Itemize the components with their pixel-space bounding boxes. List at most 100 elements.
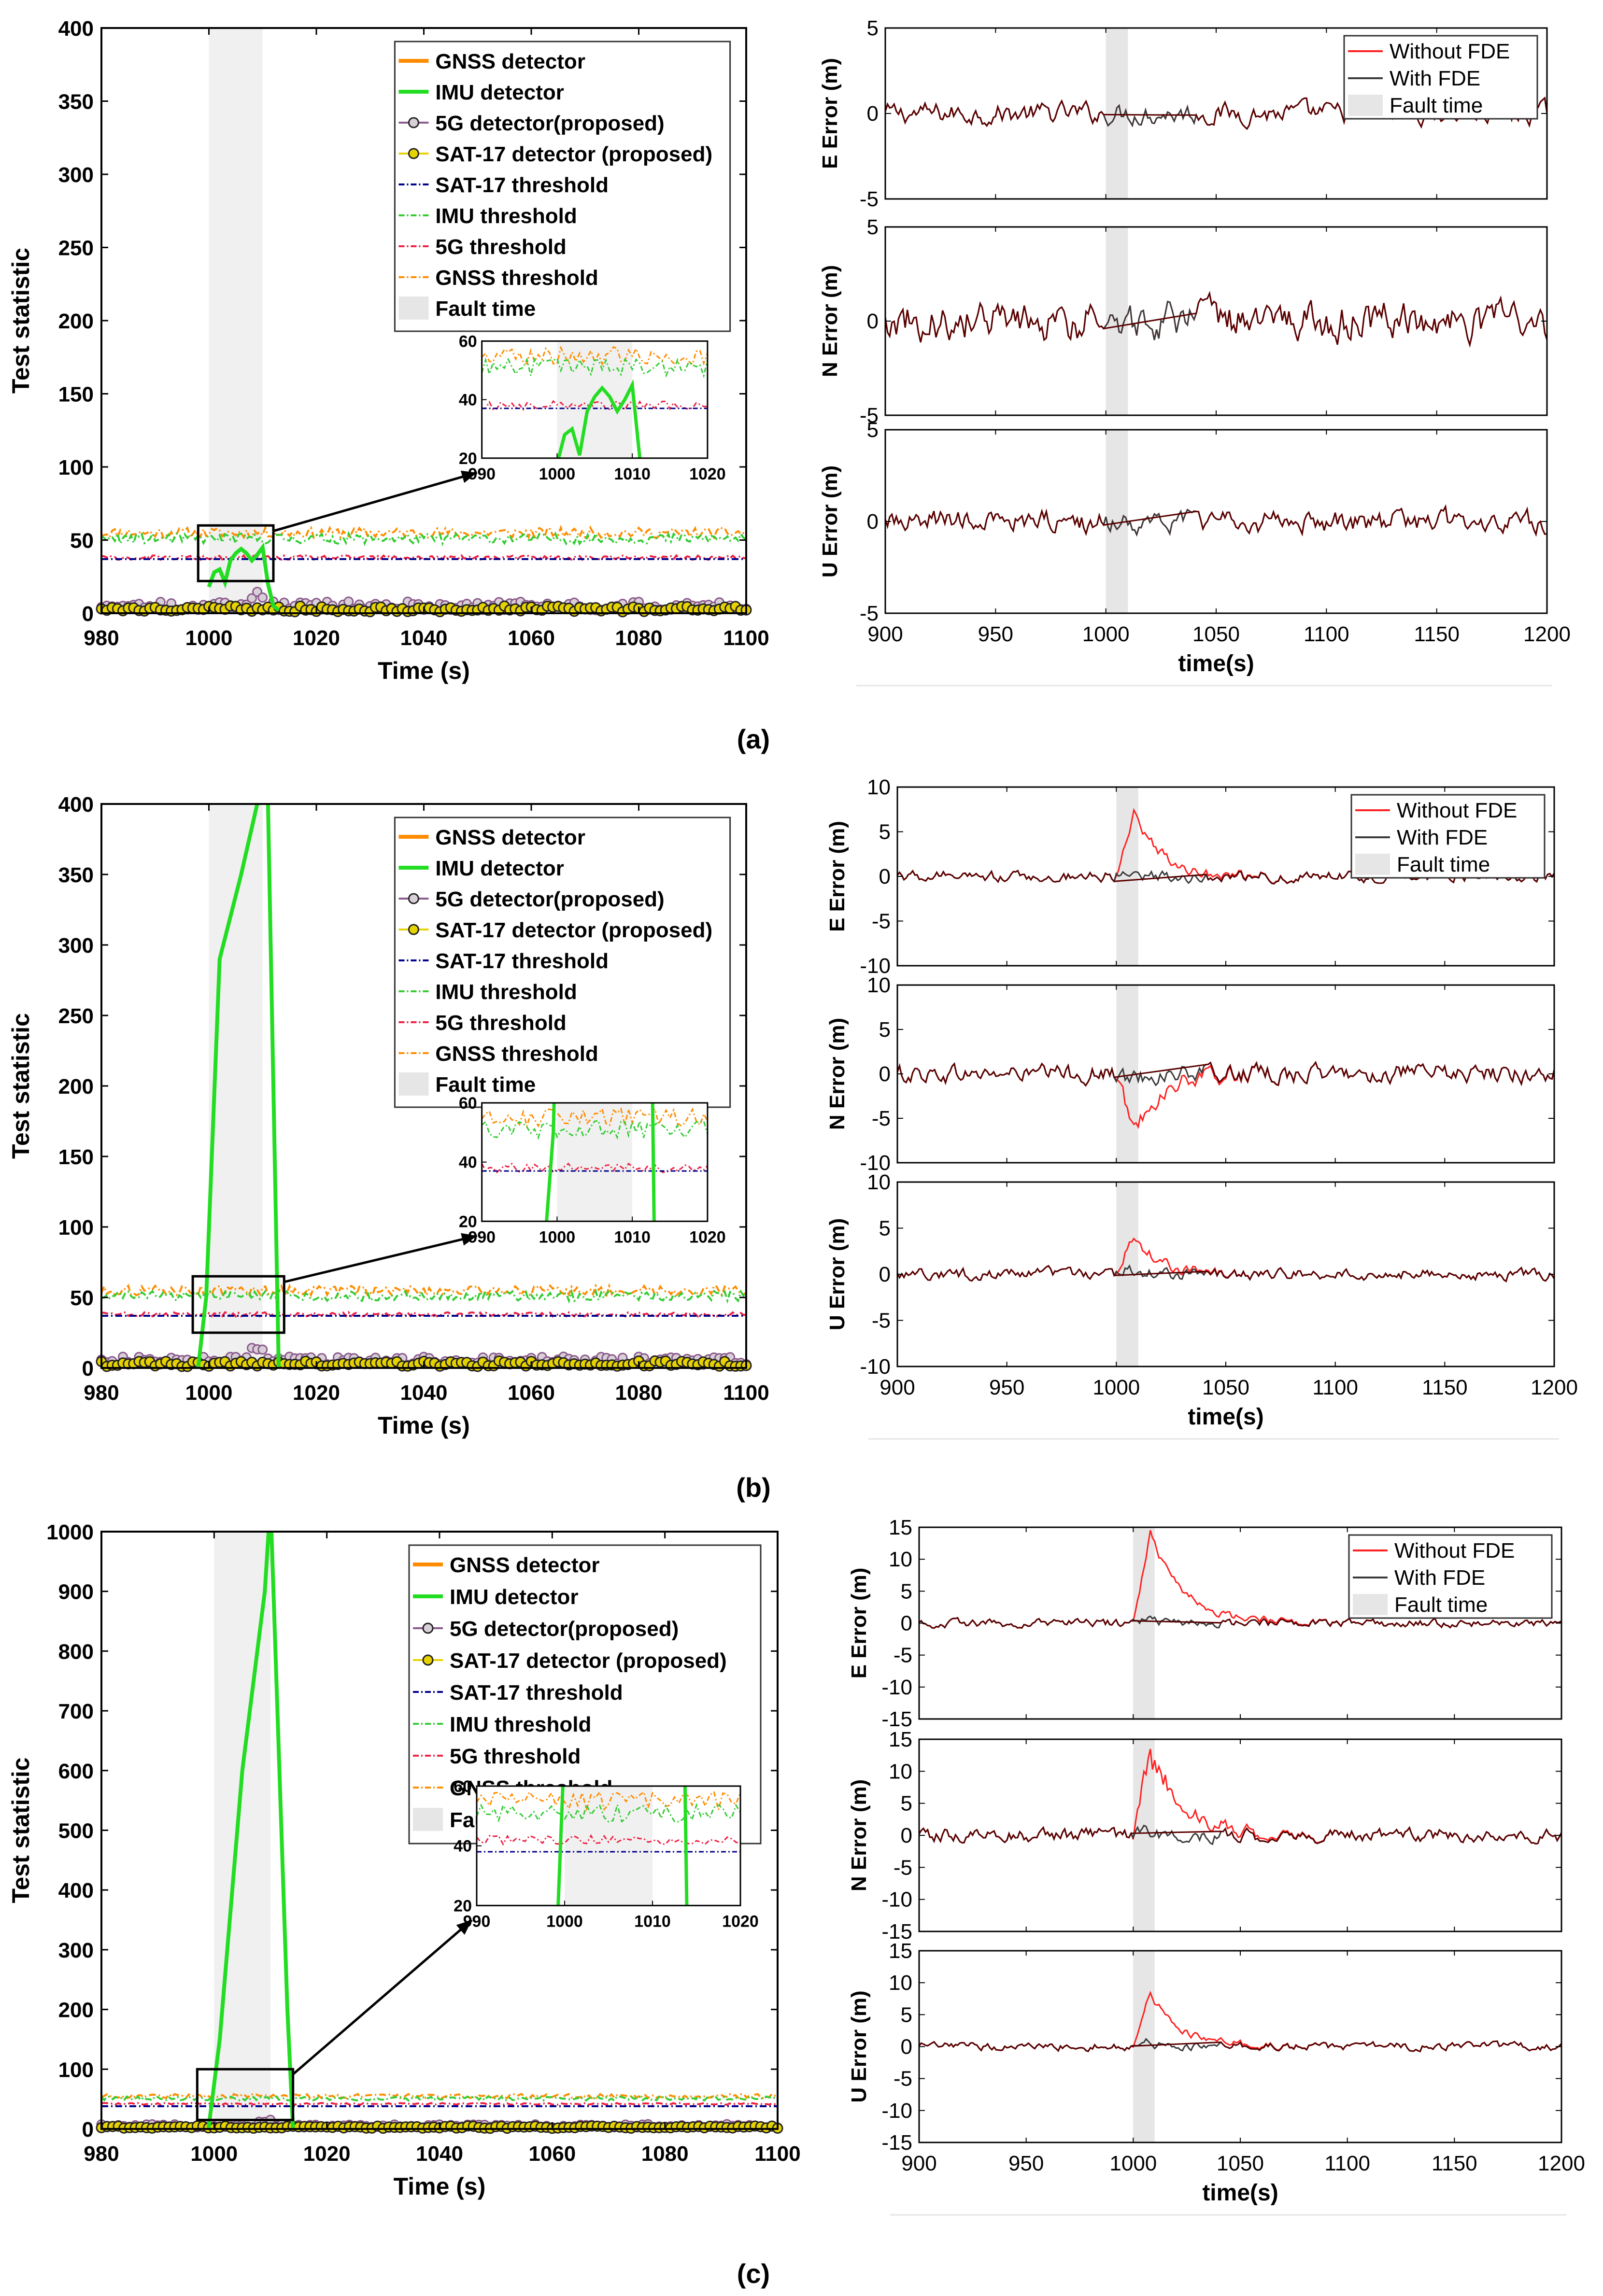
zoom-arrow xyxy=(273,471,478,533)
x-tick-label: 1080 xyxy=(615,1381,663,1405)
legend-label: Fault time xyxy=(1394,1593,1488,1617)
y-tick-label: 0 xyxy=(82,602,94,626)
y-tick-label: 350 xyxy=(58,863,94,887)
x-tick-label: 1040 xyxy=(400,626,448,650)
zoom-arrow-head xyxy=(461,1233,477,1246)
x-axis-label: Time (s) xyxy=(394,2173,486,2200)
inset-x-tick-label: 1010 xyxy=(614,465,651,483)
legend-label: With FDE xyxy=(1394,1566,1485,1590)
subplot-background xyxy=(897,985,1554,1163)
y-tick-label: 350 xyxy=(58,90,94,114)
legend-label: 5G detector(proposed) xyxy=(435,112,664,135)
legend-label: Without FDE xyxy=(1397,799,1517,822)
legend-swatch xyxy=(1353,1594,1388,1615)
panel-label: (a) xyxy=(737,724,770,754)
y-tick-label: -5 xyxy=(872,1309,891,1333)
legend-swatch xyxy=(1348,95,1383,116)
x-tick-label: 950 xyxy=(989,1376,1024,1399)
inset-x-tick-label: 1010 xyxy=(634,1912,671,1930)
y-tick-label: -15 xyxy=(881,1707,912,1731)
y-axis-label: U Error (m) xyxy=(847,1990,871,2102)
x-tick-label: 980 xyxy=(84,626,119,650)
inset-fault-shade xyxy=(565,1786,653,1906)
x-tick-label: 950 xyxy=(978,622,1013,646)
inset-gnss-threshold xyxy=(477,1790,740,1812)
imu-detector-line xyxy=(206,1532,295,2129)
y-tick-label: 50 xyxy=(70,1286,94,1310)
y-tick-label: -5 xyxy=(860,602,879,625)
legend-label: 5G threshold xyxy=(435,235,566,259)
y-tick-label: 0 xyxy=(82,2118,94,2141)
imu-detector-line xyxy=(207,542,280,612)
y-tick-label: -10 xyxy=(881,2099,912,2123)
y-tick-label: 0 xyxy=(879,1263,891,1286)
zoom-region-box xyxy=(196,2068,295,2121)
legend-marker xyxy=(408,924,419,935)
panel-a: 980 1000 1020 1040 1060 1080 11000501001502002… xyxy=(7,16,1571,754)
panel-label: (b) xyxy=(736,1472,771,1503)
inset-x-tick-label: 1000 xyxy=(539,1228,576,1246)
legend-label: GNSS threshold xyxy=(435,1042,598,1066)
legend-label: IMU threshold xyxy=(435,204,577,228)
x-tick-label: 900 xyxy=(867,622,903,646)
y-tick-label: 5 xyxy=(879,1018,891,1042)
inset-fiveg-threshold xyxy=(482,1162,708,1174)
inset-imu-detector xyxy=(556,379,642,458)
legend-label: With FDE xyxy=(1397,826,1488,849)
inset-y-tick-label: 60 xyxy=(454,1777,472,1796)
x-tick-label: 1020 xyxy=(293,626,340,650)
inset-y-tick-label: 20 xyxy=(454,1897,472,1915)
legend-label: SAT-17 threshold xyxy=(435,949,609,973)
y-tick-label: 200 xyxy=(58,310,94,333)
legend-swatch xyxy=(1355,854,1390,875)
zoom-arrow xyxy=(292,1919,473,2075)
inset-x-tick-label: 1020 xyxy=(689,1228,726,1246)
y-tick-label: 200 xyxy=(58,1999,94,2022)
fault-time-shade xyxy=(1133,1739,1155,1931)
x-tick-label: 980 xyxy=(84,1381,119,1405)
inset-y-tick-label: 60 xyxy=(459,1094,477,1113)
y-axis-label: E Error (m) xyxy=(847,1568,871,1679)
y-tick-label: 5 xyxy=(867,16,879,40)
legend-label: GNSS threshold xyxy=(435,266,598,290)
y-tick-label: 50 xyxy=(70,529,94,553)
fault-time-shade xyxy=(209,28,263,613)
legend-marker xyxy=(422,1654,434,1666)
y-tick-label: -5 xyxy=(872,910,891,933)
x-tick-label: 1200 xyxy=(1538,2152,1585,2175)
x-tick-label: 1040 xyxy=(400,1381,448,1405)
fiveg-detector-point xyxy=(257,592,268,603)
y-tick-label: 800 xyxy=(58,1640,94,1663)
fault-time-shade xyxy=(1133,1951,1155,2142)
x-tick-label: 950 xyxy=(1008,2152,1044,2175)
y-tick-label: 5 xyxy=(901,1579,912,1603)
subplot-background xyxy=(897,1182,1554,1366)
y-tick-label: 400 xyxy=(58,17,94,41)
y-tick-label: 0 xyxy=(867,510,879,534)
y-tick-label: -5 xyxy=(872,1107,891,1130)
y-tick-label: 250 xyxy=(58,237,94,260)
y-axis-label: N Error (m) xyxy=(847,1779,871,1891)
legend-label: GNSS detector xyxy=(435,826,585,849)
y-tick-label: 700 xyxy=(58,1700,94,1723)
y-tick-label: 0 xyxy=(879,865,891,888)
x-tick-label: 1200 xyxy=(1523,622,1571,646)
y-tick-label: -10 xyxy=(860,1355,891,1379)
x-tick-label: 1000 xyxy=(185,626,233,650)
y-tick-label: 5 xyxy=(879,1217,891,1240)
legend-label: IMU detector xyxy=(435,857,564,880)
y-tick-label: 10 xyxy=(889,1760,912,1783)
inset-fiveg-threshold xyxy=(482,400,708,411)
imu-threshold-line xyxy=(101,1288,746,1304)
zoom-region-box xyxy=(191,1275,285,1334)
x-tick-label: 900 xyxy=(901,2152,936,2175)
legend-label: Without FDE xyxy=(1394,1539,1515,1563)
legend-label: GNSS detector xyxy=(435,50,585,73)
subplot-background xyxy=(885,227,1547,415)
legend-marker xyxy=(408,117,419,128)
legend-label: IMU detector xyxy=(435,81,564,104)
y-tick-label: -10 xyxy=(881,1676,912,1699)
inset-y-tick-label: 40 xyxy=(459,391,477,409)
y-tick-label: 200 xyxy=(58,1075,94,1099)
y-tick-label: 150 xyxy=(58,383,94,407)
